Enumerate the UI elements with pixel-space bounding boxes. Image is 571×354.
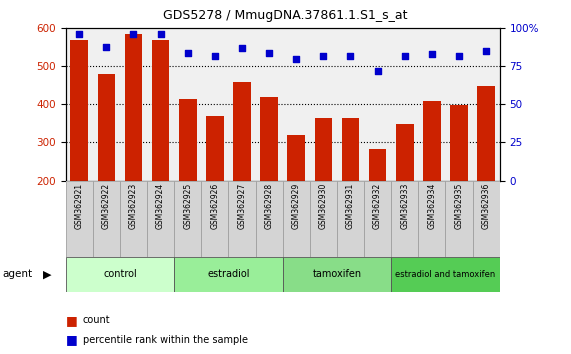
Text: ▶: ▶ xyxy=(43,269,51,279)
Bar xyxy=(473,181,500,257)
Point xyxy=(481,48,490,54)
Bar xyxy=(287,135,305,181)
Text: GSM362925: GSM362925 xyxy=(183,183,192,229)
Bar xyxy=(124,34,142,181)
Text: GSM362931: GSM362931 xyxy=(346,183,355,229)
Bar xyxy=(174,257,283,292)
Bar xyxy=(396,124,413,181)
Point xyxy=(210,53,219,58)
Point xyxy=(292,56,301,62)
Text: GSM362921: GSM362921 xyxy=(75,183,84,229)
Bar xyxy=(364,181,391,257)
Bar xyxy=(233,81,251,181)
Text: GSM362934: GSM362934 xyxy=(427,183,436,229)
Point xyxy=(102,44,111,50)
Text: GSM362924: GSM362924 xyxy=(156,183,165,229)
Bar xyxy=(66,181,93,257)
Text: tamoxifen: tamoxifen xyxy=(312,269,361,279)
Point xyxy=(238,45,247,51)
Text: GSM362923: GSM362923 xyxy=(129,183,138,229)
Bar xyxy=(70,40,88,181)
Bar xyxy=(179,99,196,181)
Text: GSM362936: GSM362936 xyxy=(481,183,490,229)
Bar xyxy=(315,118,332,181)
Bar xyxy=(423,101,441,181)
Text: control: control xyxy=(103,269,137,279)
Text: GSM362932: GSM362932 xyxy=(373,183,382,229)
Bar xyxy=(255,181,283,257)
Bar xyxy=(174,181,202,257)
Text: GSM362927: GSM362927 xyxy=(238,183,247,229)
Point xyxy=(455,53,464,58)
Bar xyxy=(283,181,309,257)
Point xyxy=(319,53,328,58)
Bar xyxy=(120,181,147,257)
Bar xyxy=(445,181,473,257)
Bar xyxy=(450,105,468,181)
Point xyxy=(183,50,192,56)
Bar xyxy=(337,181,364,257)
Bar xyxy=(228,181,255,257)
Text: ■: ■ xyxy=(66,314,78,327)
Text: estradiol: estradiol xyxy=(207,269,250,279)
Bar xyxy=(477,86,495,181)
Bar xyxy=(418,181,445,257)
Text: GDS5278 / MmugDNA.37861.1.S1_s_at: GDS5278 / MmugDNA.37861.1.S1_s_at xyxy=(163,9,408,22)
Text: GSM362926: GSM362926 xyxy=(210,183,219,229)
Bar xyxy=(98,74,115,181)
Bar xyxy=(369,149,387,181)
Text: GSM362928: GSM362928 xyxy=(264,183,274,229)
Text: GSM362933: GSM362933 xyxy=(400,183,409,229)
Bar xyxy=(202,181,228,257)
Bar xyxy=(309,181,337,257)
Bar xyxy=(66,257,174,292)
Bar xyxy=(206,116,224,181)
Text: GSM362922: GSM362922 xyxy=(102,183,111,229)
Point xyxy=(129,32,138,37)
Bar xyxy=(93,181,120,257)
Bar xyxy=(147,181,174,257)
Bar xyxy=(260,97,278,181)
Bar xyxy=(152,40,170,181)
Point xyxy=(373,68,382,74)
Text: ■: ■ xyxy=(66,333,78,346)
Point xyxy=(346,53,355,58)
Point xyxy=(264,50,274,56)
Point xyxy=(156,32,165,37)
Text: GSM362929: GSM362929 xyxy=(292,183,301,229)
Point xyxy=(400,53,409,58)
Point xyxy=(427,51,436,57)
Text: GSM362930: GSM362930 xyxy=(319,183,328,229)
Text: count: count xyxy=(83,315,110,325)
Bar xyxy=(283,257,391,292)
Text: estradiol and tamoxifen: estradiol and tamoxifen xyxy=(395,270,496,279)
Text: percentile rank within the sample: percentile rank within the sample xyxy=(83,335,248,345)
Text: GSM362935: GSM362935 xyxy=(455,183,464,229)
Point xyxy=(75,32,84,37)
Text: agent: agent xyxy=(3,269,33,279)
Bar xyxy=(391,257,500,292)
Bar xyxy=(341,118,359,181)
Bar xyxy=(391,181,418,257)
